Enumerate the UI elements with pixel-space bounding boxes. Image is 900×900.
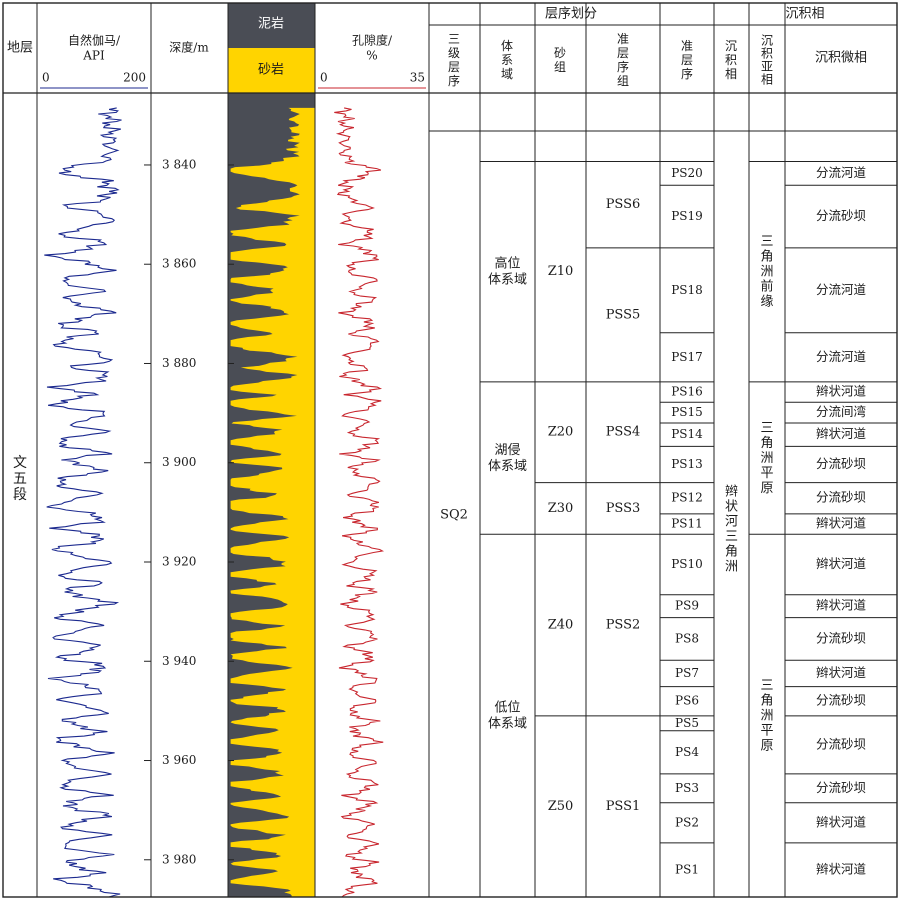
depth-tick-label: 3 980 [162,852,196,866]
stratum-header: 地层 [7,41,33,56]
gr-scale-max: 200 [123,71,146,85]
stratum-label: 文五段 [13,455,27,503]
depth-header: 深度/m [169,40,209,55]
microfacies-label: 分流间湾 [816,404,866,419]
parasequence-label: PS4 [675,745,699,759]
parasequence-header: 准层序 [681,39,693,81]
gr-scale-min: 0 [42,71,50,85]
parasequence-label: PS16 [671,385,703,399]
parasequence-label: PS15 [671,405,703,419]
parasequence-label: PS8 [675,631,699,645]
parasequence-label: PS13 [671,457,703,471]
parasequence-set-label: PSS6 [606,197,641,212]
system-tract-label: 低位体系域 [488,700,527,731]
subfacies-label: 三角洲前缘 [760,234,773,309]
microfacies-header: 沉积微相 [815,51,867,66]
parasequence-set-label: PSS1 [606,799,641,814]
sand-group-label: Z30 [548,501,574,516]
microfacies-label: 分流河道 [816,165,867,180]
gamma-ray-curve [44,107,122,898]
microfacies-label: 分流砂坝 [816,780,866,795]
depth-tick-label: 3 960 [162,753,196,767]
microfacies-label: 分流河道 [816,349,867,364]
mudstone-label: 泥岩 [258,17,284,32]
parasequence-set-label: PSS5 [606,307,641,322]
sequence-division-header: 层序划分 [545,7,597,22]
parasequence-label: PS14 [671,427,703,441]
parasequence-label: PS2 [675,815,699,829]
sand-group-header: 砂组 [554,46,566,74]
microfacies-label: 分流砂坝 [816,630,866,645]
subfacies-label: 三角洲平原 [760,678,773,753]
parasequence-label: PS10 [671,557,703,571]
parasequence-set-label: PSS3 [606,501,641,516]
microfacies-label: 分流砂坝 [816,490,866,505]
microfacies-label: 辫状河道 [816,556,867,571]
depth-tick-label: 3 880 [162,356,196,370]
microfacies-label: 辫状河道 [816,598,867,613]
system-tract-label: 湖侵体系域 [488,442,527,474]
parasequence-label: PS9 [675,599,699,613]
depth-tick-label: 3 940 [162,654,196,668]
system-tract-header: 体系域 [501,39,513,81]
parasequence-label: PS12 [671,491,703,505]
porosity-header: 孔隙度/% [352,32,393,62]
parasequence-set-label: PSS4 [606,425,641,440]
microfacies-label: 分流砂坝 [816,208,866,223]
third-order-header: 三级层序 [448,32,460,88]
facies-header: 沉积相 [725,39,737,81]
subfacies-label: 三角洲平原 [760,421,773,496]
microfacies-label: 辫状河道 [816,861,867,876]
system-tract-label: 高位体系域 [488,255,527,287]
sandstone-fill [230,107,315,897]
depth-tick-label: 3 900 [162,455,196,469]
sand-group-label: Z20 [548,425,574,440]
microfacies-label: 辫状河道 [816,814,867,829]
porosity-curve [334,107,385,898]
parasequence-label: PS17 [671,350,703,364]
parasequence-label: PS20 [671,166,703,180]
parasequence-label: PS19 [671,209,703,223]
depth-tick-label: 3 860 [162,257,196,271]
sedimentary-facies-header: 沉积相 [785,7,824,22]
microfacies-label: 辫状河道 [816,426,867,441]
microfacies-label: 分流河道 [816,282,867,297]
gr-header: 自然伽马/API [68,32,121,62]
parasequence-set-header: 准层序组 [617,32,629,88]
porosity-scale-max: 35 [410,71,425,85]
sandstone-label: 砂岩 [258,63,284,78]
parasequence-label: PS3 [675,781,699,795]
parasequence-label: PS6 [675,694,699,708]
depth-tick-label: 3 840 [162,157,196,171]
microfacies-label: 辫状河道 [816,384,867,399]
sandstone-legend-swatch [228,48,315,93]
depth-tick-label: 3 920 [162,555,196,569]
parasequence-label: PS11 [671,517,703,531]
microfacies-label: 辫状河道 [816,665,867,680]
subfacies-header: 沉积亚相 [761,33,773,86]
parasequence-label: PS7 [675,666,699,680]
sand-group-label: Z10 [548,264,574,279]
parasequence-label: PS18 [671,283,703,297]
microfacies-label: 辫状河道 [816,516,867,531]
parasequence-label: PS1 [675,862,699,876]
parasequence-set-label: PSS2 [606,618,641,633]
porosity-scale-min: 0 [320,71,328,85]
microfacies-label: 分流砂坝 [816,456,866,471]
mudstone-legend-swatch [228,3,315,48]
sand-group-label: Z40 [548,618,574,633]
parasequence-label: PS5 [675,716,699,730]
microfacies-label: 分流砂坝 [816,693,866,708]
sequence-label: SQ2 [440,508,468,523]
facies-label: 辫状河三角洲 [725,484,738,574]
sand-group-label: Z50 [548,799,574,814]
microfacies-label: 分流砂坝 [816,736,866,751]
